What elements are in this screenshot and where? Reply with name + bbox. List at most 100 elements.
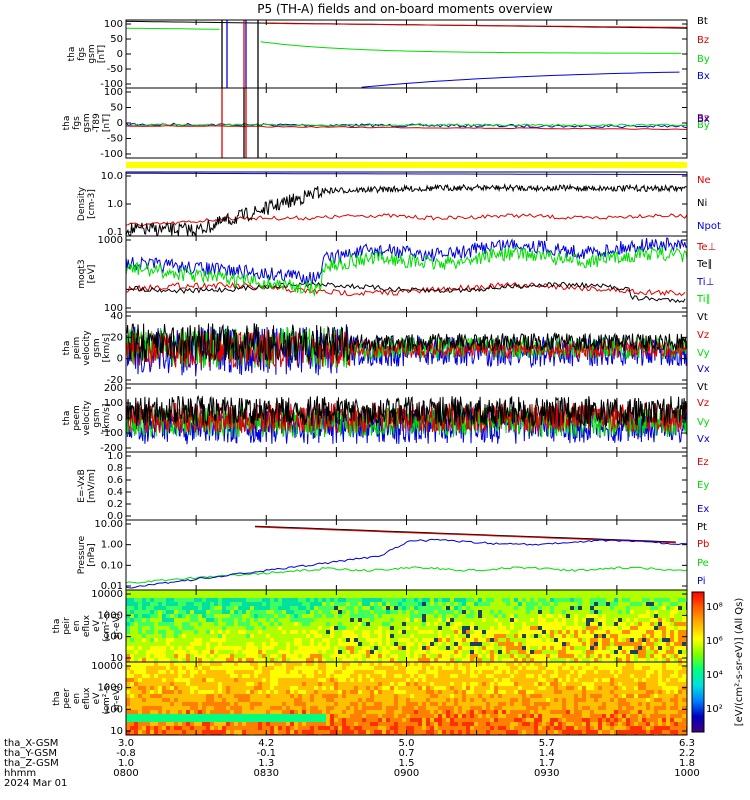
heatmap-cell <box>262 702 266 706</box>
heatmap-cell <box>246 718 250 722</box>
plot-area-peir <box>126 590 687 662</box>
heatmap-cell <box>466 690 470 694</box>
heatmap-cell <box>546 590 550 594</box>
heatmap-cell <box>270 654 274 658</box>
heatmap-cell <box>654 610 658 614</box>
heatmap-cell <box>386 606 390 610</box>
heatmap-cell <box>310 598 314 602</box>
heatmap-cell <box>470 718 474 722</box>
heatmap-cell <box>270 618 274 622</box>
heatmap-cell <box>206 690 210 694</box>
heatmap-cell <box>254 626 258 630</box>
heatmap-cell <box>338 658 342 662</box>
heatmap-cell <box>482 630 486 634</box>
heatmap-cell <box>494 662 498 666</box>
heatmap-cell <box>354 726 358 730</box>
heatmap-cell <box>394 638 398 642</box>
series-label-By: By <box>697 120 710 131</box>
heatmap-cell <box>198 698 202 702</box>
heatmap-cell <box>390 598 394 602</box>
heatmap-cell <box>410 626 414 630</box>
heatmap-cell <box>466 610 470 614</box>
heatmap-cell <box>462 686 466 690</box>
heatmap-cell <box>202 610 206 614</box>
heatmap-cell <box>254 654 258 658</box>
heatmap-cell <box>186 670 190 674</box>
heatmap-cell <box>186 710 190 714</box>
heatmap-cell <box>258 710 262 714</box>
heatmap-cell <box>338 706 342 710</box>
heatmap-cell <box>414 594 418 598</box>
heatmap-cell <box>506 686 510 690</box>
heatmap-cell <box>414 706 418 710</box>
heatmap-cell <box>442 598 446 602</box>
heatmap-cell <box>130 626 134 630</box>
heatmap-cell <box>642 590 646 594</box>
heatmap-cell <box>310 614 314 618</box>
heatmap-cell <box>230 650 234 654</box>
heatmap-cell <box>190 646 194 650</box>
heatmap-cell <box>522 658 526 662</box>
heatmap-cell <box>130 646 134 650</box>
heatmap-cell <box>398 682 402 686</box>
heatmap-cell <box>634 594 638 598</box>
heatmap-cell <box>258 606 262 610</box>
heatmap-cell <box>450 658 454 662</box>
heatmap-cell <box>286 630 290 634</box>
heatmap-cell <box>198 686 202 690</box>
heatmap-cell <box>418 714 422 718</box>
heatmap-cell <box>474 654 478 658</box>
heatmap-cell <box>246 682 250 686</box>
heatmap-cell <box>190 618 194 622</box>
heatmap-cell <box>618 626 622 630</box>
heatmap-cell <box>358 650 362 654</box>
heatmap-cell <box>494 722 498 726</box>
heatmap-cell <box>502 590 506 594</box>
heatmap-cell <box>554 706 558 710</box>
heatmap-cell <box>530 606 534 610</box>
heatmap-cell <box>338 718 342 722</box>
heatmap-cell <box>638 658 642 662</box>
heatmap-cell <box>170 666 174 670</box>
heatmap-cell <box>458 722 462 726</box>
heatmap-cell <box>538 618 542 622</box>
heatmap-cell <box>386 706 390 710</box>
heatmap-cell <box>402 690 406 694</box>
heatmap-cell <box>650 618 654 622</box>
ytick-label: 200 <box>104 383 123 394</box>
heatmap-cell <box>346 646 350 650</box>
heatmap-cell <box>510 666 514 670</box>
heatmap-cell <box>438 686 442 690</box>
heatmap-cell <box>138 618 142 622</box>
heatmap-cell <box>422 714 426 718</box>
heatmap-cell <box>142 614 146 618</box>
heatmap-cell <box>434 606 438 610</box>
heatmap-cell <box>378 706 382 710</box>
heatmap-cell <box>550 730 554 734</box>
heatmap-cell <box>394 602 398 606</box>
heatmap-cell <box>126 690 130 694</box>
heatmap-cell <box>318 626 322 630</box>
heatmap-cell <box>282 670 286 674</box>
heatmap-cell <box>510 714 514 718</box>
heatmap-cell <box>398 654 402 658</box>
heatmap-cell <box>382 690 386 694</box>
heatmap-cell <box>682 610 686 614</box>
heatmap-cell <box>142 710 146 714</box>
heatmap-cell <box>458 602 462 606</box>
heatmap-cell <box>414 690 418 694</box>
heatmap-cell <box>382 598 386 602</box>
heatmap-cell <box>526 730 530 734</box>
ylabel-line: peim <box>72 337 82 360</box>
heatmap-cell <box>442 698 446 702</box>
heatmap-cell <box>282 678 286 682</box>
heatmap-cell <box>270 642 274 646</box>
heatmap-cell <box>458 694 462 698</box>
heatmap-cell <box>506 654 510 658</box>
heatmap-cell <box>206 622 210 626</box>
heatmap-cell <box>554 622 558 626</box>
heatmap-cell <box>378 642 382 646</box>
heatmap-cell <box>326 678 330 682</box>
heatmap-cell <box>482 662 486 666</box>
heatmap-cell <box>670 638 674 642</box>
